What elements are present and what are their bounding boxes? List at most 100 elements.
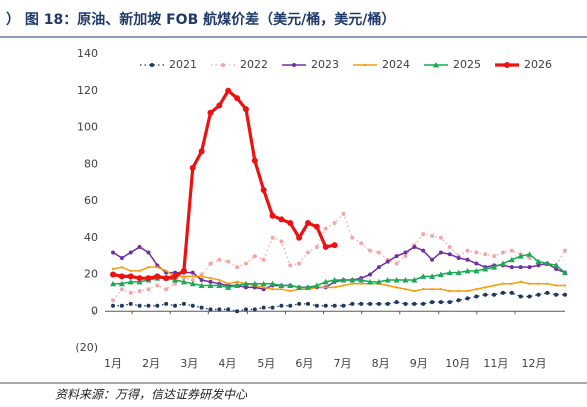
data-marker: [368, 272, 373, 277]
x-tick-label: 1月: [104, 357, 122, 370]
data-marker: [492, 254, 497, 259]
data-marker: [403, 250, 408, 255]
data-marker: [191, 275, 194, 278]
data-marker: [510, 282, 514, 285]
data-marker: [305, 250, 310, 255]
data-marker: [190, 270, 195, 275]
data-marker: [243, 307, 248, 312]
data-marker: [340, 277, 347, 283]
data-marker: [155, 303, 160, 308]
data-marker: [288, 263, 293, 268]
data-marker: [332, 221, 337, 226]
data-marker: [137, 244, 142, 249]
data-marker: [563, 292, 567, 297]
data-marker: [509, 290, 514, 295]
data-marker: [331, 242, 338, 249]
data-marker: [292, 63, 296, 67]
data-marker: [111, 267, 115, 271]
x-tick-label: 4月: [218, 357, 236, 370]
data-marker: [474, 294, 479, 299]
series-line: [113, 253, 566, 289]
legend-label: 2026: [524, 58, 552, 71]
data-marker: [296, 284, 303, 290]
data-marker: [217, 307, 222, 312]
data-marker: [155, 263, 160, 268]
data-marker: [466, 289, 469, 293]
data-marker: [394, 261, 399, 266]
data-marker: [180, 278, 187, 285]
data-marker: [457, 289, 460, 293]
data-marker: [324, 286, 327, 289]
data-marker: [412, 244, 417, 249]
data-marker: [384, 277, 391, 283]
data-marker: [385, 259, 390, 264]
data-marker: [526, 251, 533, 257]
data-marker: [199, 278, 204, 283]
data-marker: [433, 62, 439, 68]
data-marker: [331, 277, 338, 283]
data-marker: [288, 303, 293, 308]
data-marker: [421, 232, 426, 237]
legend-label: 2025: [453, 58, 481, 71]
data-marker: [412, 301, 417, 306]
data-marker: [430, 257, 435, 262]
data-marker: [527, 294, 532, 299]
data-marker: [447, 252, 452, 257]
data-marker: [501, 282, 505, 285]
data-marker: [118, 273, 125, 280]
data-marker: [475, 288, 478, 291]
data-marker: [262, 286, 265, 289]
data-marker: [314, 244, 319, 249]
data-marker: [242, 106, 249, 113]
data-marker: [173, 303, 178, 308]
data-marker: [280, 288, 283, 291]
data-marker: [562, 269, 568, 276]
data-marker: [252, 307, 257, 312]
y-tick-label: (20): [75, 341, 98, 354]
data-marker: [190, 278, 195, 283]
data-marker: [208, 279, 213, 284]
data-marker: [483, 252, 488, 257]
data-marker: [147, 265, 150, 269]
data-marker: [359, 301, 364, 306]
data-marker: [146, 250, 151, 255]
data-marker: [420, 273, 427, 279]
data-marker: [546, 282, 549, 285]
data-marker: [136, 278, 143, 285]
data-marker: [359, 282, 363, 285]
y-tick-label: 100: [77, 121, 98, 134]
data-marker: [554, 284, 558, 287]
data-marker: [138, 269, 141, 273]
data-marker: [260, 280, 267, 287]
data-marker: [313, 223, 320, 230]
data-marker: [111, 250, 115, 255]
y-tick-label: 40: [84, 231, 98, 244]
data-marker: [304, 284, 311, 290]
data-marker: [234, 95, 241, 102]
data-marker: [199, 305, 204, 310]
data-marker: [332, 303, 337, 308]
x-tick-label: 7月: [334, 357, 352, 370]
data-marker: [287, 220, 294, 227]
data-marker: [376, 265, 381, 270]
data-marker: [437, 271, 444, 277]
data-marker: [208, 307, 213, 312]
data-marker: [429, 273, 436, 279]
data-marker: [150, 63, 154, 67]
data-marker: [446, 269, 453, 276]
data-marker: [111, 303, 115, 308]
data-marker: [455, 269, 462, 276]
data-marker: [393, 277, 400, 283]
data-marker: [358, 277, 365, 283]
data-marker: [554, 292, 559, 297]
data-marker: [474, 261, 479, 266]
data-marker: [402, 277, 409, 283]
x-tick-label: 10月: [445, 357, 470, 370]
data-marker: [438, 250, 443, 255]
data-marker: [323, 303, 328, 308]
data-marker: [199, 272, 204, 277]
data-marker: [403, 301, 408, 306]
data-marker: [164, 301, 169, 306]
data-marker: [394, 254, 399, 259]
data-marker: [209, 276, 212, 280]
